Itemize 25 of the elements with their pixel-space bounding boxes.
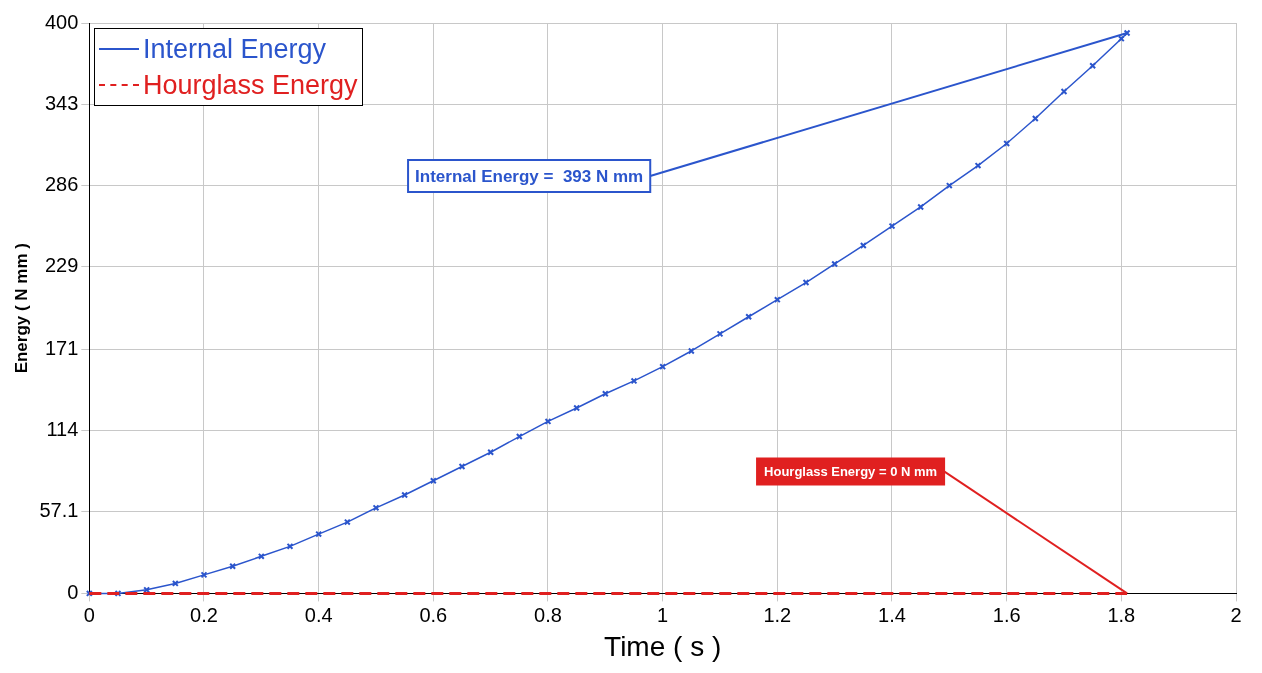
annotation: Hourglass Energy = 0 N mm <box>764 463 938 479</box>
legend-label: Internal Energy <box>143 33 327 66</box>
legend-label: Hourglass Energy <box>143 69 358 102</box>
y-tick-label: 114 <box>46 418 79 441</box>
y-tick-label: 400 <box>44 10 79 33</box>
y-tick-label: 286 <box>44 173 79 196</box>
annotation: Internal Energy = 393 N mm <box>415 166 644 186</box>
x-tick-label: 1 <box>657 603 669 626</box>
x-tick-label: 0.2 <box>190 603 218 626</box>
y-tick-label: 57.1 <box>39 499 79 522</box>
y-tick-label: 229 <box>44 254 79 277</box>
x-tick-label: 0.6 <box>419 603 448 626</box>
x-tick-label: 1.8 <box>1107 603 1136 626</box>
x-tick-label: 2 <box>1230 603 1242 626</box>
x-tick-label: 0.4 <box>304 603 333 626</box>
x-tick-label: 1.4 <box>878 603 906 626</box>
y-tick-label: 171 <box>44 337 79 360</box>
x-axis-title: Time ( s ) <box>604 630 722 662</box>
x-tick-label: 1.6 <box>992 603 1021 626</box>
x-tick-label: 0.8 <box>534 603 562 626</box>
y-axis-title: Energy ( N mm ) <box>11 243 31 374</box>
x-tick-label: 1.2 <box>763 603 792 626</box>
x-tick-label: 0 <box>83 603 95 626</box>
y-tick-label: 343 <box>44 91 79 114</box>
y-tick-label: 0 <box>67 580 79 603</box>
